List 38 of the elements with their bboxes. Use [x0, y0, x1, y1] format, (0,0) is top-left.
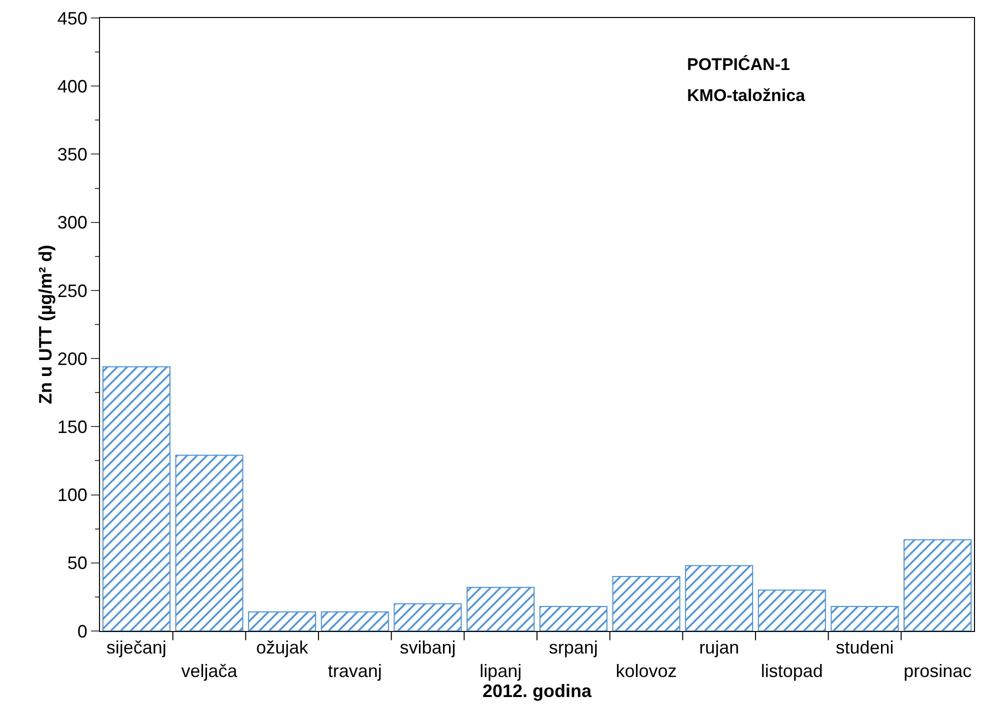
x-tick-label: lipanj: [480, 661, 522, 681]
x-axis-title: 2012. godina: [482, 681, 593, 701]
bar: [175, 454, 244, 631]
y-tick-label: 0: [77, 621, 88, 642]
y-tick-label: 250: [57, 280, 88, 301]
bar: [394, 603, 462, 631]
x-tick-label: srpanj: [548, 638, 598, 658]
x-tick-label: listopad: [760, 661, 823, 681]
x-tick-label: travanj: [328, 661, 382, 681]
bar: [466, 586, 535, 631]
y-tick-label: 400: [57, 76, 88, 96]
x-tick-label: rujan: [699, 638, 740, 658]
bar: [248, 611, 316, 631]
y-tick-label: 50: [67, 553, 88, 574]
y-tick-label: 150: [57, 416, 88, 437]
x-tick-label: svibanj: [400, 638, 456, 658]
x-tick-label: studeni: [836, 638, 894, 658]
x-tick-label: prosinac: [904, 661, 972, 681]
bar: [758, 590, 826, 631]
x-tick-label: siječanj: [106, 638, 166, 658]
y-tick-label: 300: [57, 212, 88, 233]
y-tick-label: 450: [57, 8, 88, 28]
y-tick-label: 350: [57, 144, 88, 165]
bar: [904, 539, 972, 631]
bar: [102, 366, 170, 631]
bar: [320, 611, 389, 631]
y-tick-label: 200: [57, 348, 88, 369]
bar: [830, 606, 899, 631]
bar: [539, 606, 608, 631]
x-tick-label: ožujak: [256, 638, 310, 658]
bar: [612, 576, 680, 631]
annotation: KMO-taložnica: [687, 86, 806, 105]
y-tick-label: 100: [57, 485, 88, 506]
x-tick-label: kolovoz: [616, 661, 677, 681]
annotation: POTPIĆAN-1: [687, 54, 790, 74]
bar: [685, 565, 754, 631]
x-tick-label: veljača: [181, 661, 238, 681]
y-axis-title: Zn u UTT (µg/m² d): [35, 244, 56, 404]
